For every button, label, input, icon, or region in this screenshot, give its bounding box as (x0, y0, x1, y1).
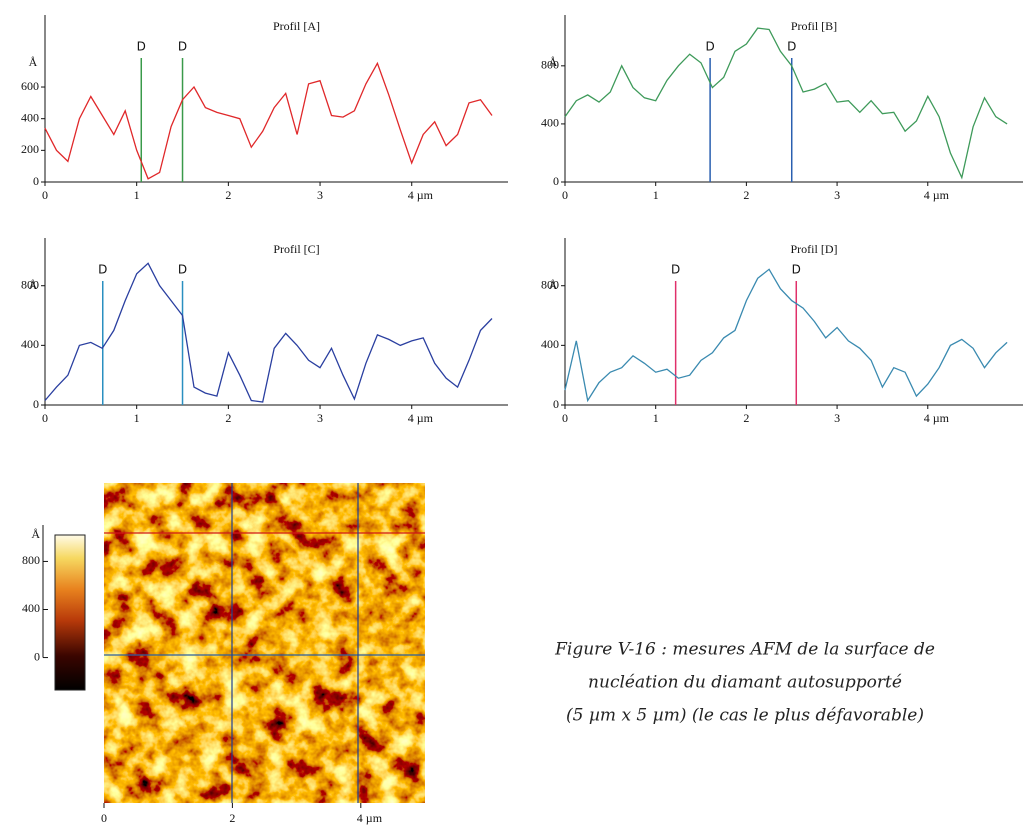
colorbar-tick-label: 400 (22, 601, 40, 615)
marker-label: D (792, 263, 801, 277)
x-tick-label: 2 (743, 411, 749, 425)
colorbar-tick-label: 0 (34, 649, 40, 663)
x-tick-label: 0 (101, 811, 107, 825)
chart-title: Profil [A] (273, 19, 320, 33)
y-tick-label: 800 (541, 277, 559, 291)
marker-label: D (137, 40, 146, 54)
x-tick-label: 0 (562, 411, 568, 425)
x-tick-label: 3 (317, 411, 323, 425)
y-tick-label: 400 (541, 116, 559, 130)
x-tick-label: 4 µm (408, 188, 434, 202)
x-tick-label: 3 (834, 411, 840, 425)
x-tick-label: 1 (134, 411, 140, 425)
y-tick-label: 400 (21, 110, 39, 124)
profile-line (44, 61, 493, 180)
x-tick-label: 1 (653, 188, 659, 202)
x-tick-label: 2 (743, 188, 749, 202)
x-tick-label: 1 (134, 188, 140, 202)
marker-label: D (178, 40, 187, 54)
caption-line: Figure V-16 : mesures AFM de la surface … (554, 640, 935, 660)
profile-line (44, 262, 493, 403)
y-tick-label: 800 (21, 277, 39, 291)
y-tick-label: 0 (33, 174, 39, 188)
y-tick-label: 200 (21, 142, 39, 156)
profile-line (564, 268, 1008, 403)
x-tick-label: 0 (562, 188, 568, 202)
y-tick-label: 0 (553, 174, 559, 188)
x-tick-label: 4 µm (924, 411, 950, 425)
y-tick-label: 600 (21, 79, 39, 93)
x-tick-label: 0 (42, 188, 48, 202)
y-tick-label: 400 (21, 337, 39, 351)
afm-image (104, 483, 425, 803)
y-tick-label: 800 (541, 58, 559, 72)
y-axis-label: Å (29, 278, 38, 292)
marker-label: D (178, 263, 187, 277)
x-tick-label: 0 (42, 411, 48, 425)
y-tick-label: 0 (553, 397, 559, 411)
x-tick-label: 4 µm (924, 188, 950, 202)
y-axis-label: Å (549, 55, 558, 69)
caption-line: (5 µm x 5 µm) (le cas le plus défavorabl… (566, 706, 924, 726)
caption-line: nucléation du diamant autosupporté (588, 673, 902, 693)
chart-title: Profil [C] (273, 242, 319, 256)
x-tick-label: 4 µm (408, 411, 434, 425)
x-tick-label: 3 (317, 188, 323, 202)
y-axis-label: Å (29, 55, 38, 69)
marker-label: D (705, 40, 714, 54)
marker-label: D (671, 263, 680, 277)
x-tick-label: 1 (653, 411, 659, 425)
marker-label: D (787, 40, 796, 54)
colorbar-label: Å (31, 527, 40, 541)
colorbar-tick-label: 800 (22, 553, 40, 567)
marker-label: D (98, 263, 107, 277)
x-tick-label: 2 (225, 411, 231, 425)
chart-title: Profil [B] (791, 19, 837, 33)
chart-title: Profil [D] (791, 242, 838, 256)
y-axis-label: Å (549, 278, 558, 292)
profile-line (564, 27, 1008, 180)
colorbar (54, 534, 86, 691)
y-tick-label: 0 (33, 397, 39, 411)
caption: Figure V-16 : mesures AFM de la surface … (554, 640, 935, 726)
x-tick-label: 2 (225, 188, 231, 202)
x-tick-label: 4 µm (357, 811, 383, 825)
x-tick-label: 2 (229, 811, 235, 825)
y-tick-label: 400 (541, 337, 559, 351)
x-tick-label: 3 (834, 188, 840, 202)
